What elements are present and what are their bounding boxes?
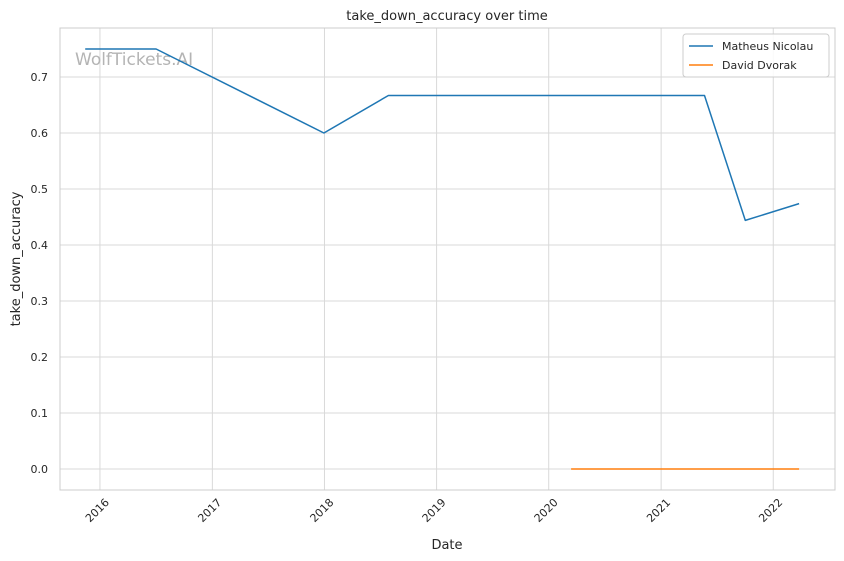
watermark: WolfTickets.AI [75,50,193,70]
y-tick-label: 0.4 [31,239,49,252]
y-tick-label: 0.3 [31,295,49,308]
y-tick-label: 0.6 [31,127,49,140]
x-tick-label: 2020 [532,496,561,525]
legend: Matheus Nicolau David Dvorak [682,33,830,78]
y-axis-label: take_down_accuracy [9,191,24,326]
x-tick-label: 2017 [195,496,224,525]
x-axis-label: Date [431,538,462,553]
chart-title: take_down_accuracy over time [346,9,547,24]
y-tick-label: 0.1 [31,407,49,420]
legend-label: David Dvorak [722,59,797,72]
x-tick-label: 2018 [308,496,337,525]
y-axis-ticks: 0.0 0.1 0.2 0.3 0.4 0.5 0.6 0.7 [31,71,49,476]
y-tick-label: 0.2 [31,351,49,364]
grid [60,28,835,490]
x-tick-label: 2021 [644,496,673,525]
series-line-0 [85,48,800,222]
plot-area [59,27,836,491]
x-tick-label: 2016 [83,496,112,525]
legend-label: Matheus Nicolau [722,40,813,53]
y-tick-label: 0.7 [31,71,49,84]
x-axis-ticks: 2016 2017 2018 2019 2020 2021 2022 [83,496,785,525]
legend-box [682,33,830,78]
y-tick-label: 0.0 [31,463,49,476]
x-tick-label: 2022 [756,496,785,525]
y-tick-label: 0.5 [31,183,49,196]
series-lines [85,48,800,470]
x-tick-label: 2019 [420,496,449,525]
